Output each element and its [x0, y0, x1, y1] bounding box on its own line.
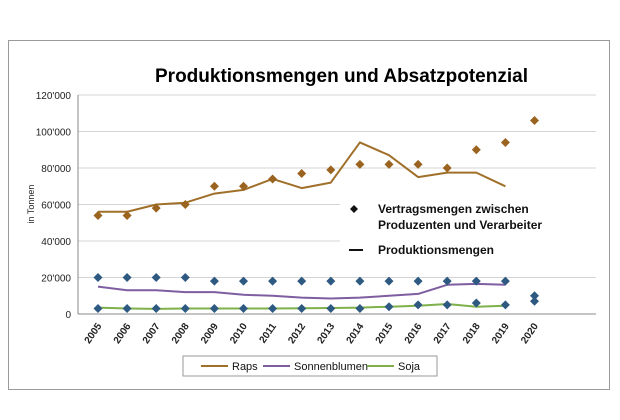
bottom-legend: Raps Sonnenblumen Soja — [182, 355, 438, 377]
contract-marker-sonnenblumen — [413, 276, 423, 286]
x-tick-label: 2019 — [490, 321, 512, 346]
contract-marker-raps — [297, 168, 307, 178]
contract-marker-raps — [93, 210, 103, 220]
contract-marker-soja — [355, 304, 365, 314]
legend-production-label: Produktionsmengen — [378, 243, 494, 257]
contract-marker-sonnenblumen — [122, 273, 132, 282]
chart-title: Produktionsmengen und Absatzpotenzial — [155, 66, 528, 87]
x-tick-label: 2016 — [403, 321, 425, 346]
legend-soja-label: Soja — [398, 361, 421, 373]
contract-marker-soja — [151, 304, 161, 314]
diamond-marker-icon — [350, 205, 358, 213]
y-tick-label: 0 — [65, 310, 71, 321]
contract-marker-soja — [209, 304, 219, 314]
contract-marker-raps — [151, 203, 161, 213]
contract-marker-soja — [93, 304, 103, 314]
y-tick-label: 40'000 — [41, 237, 71, 248]
contract-marker-sonnenblumen — [442, 276, 452, 286]
contract-marker-raps — [355, 159, 365, 169]
contract-marker-soja — [268, 304, 278, 314]
contract-marker-sonnenblumen — [471, 276, 481, 286]
x-tick-label: 2012 — [286, 321, 308, 346]
contract-marker-soja — [239, 304, 248, 314]
x-tick-label: 2015 — [374, 321, 396, 346]
contract-marker-sonnenblumen — [209, 276, 219, 286]
contract-marker-raps — [209, 181, 219, 191]
contract-marker-sonnenblumen — [239, 276, 248, 286]
contract-marker-raps — [413, 159, 423, 169]
x-tick-label: 2007 — [141, 321, 163, 346]
y-tick-label: 60'000 — [41, 201, 71, 212]
contract-marker-raps — [530, 116, 539, 126]
contract-marker-soja — [384, 302, 394, 312]
production-line-sonnenblumen — [97, 282, 506, 300]
contract-marker-sonnenblumen — [180, 273, 190, 282]
contract-marker-soja — [471, 298, 481, 308]
contract-marker-raps — [500, 137, 510, 147]
contract-marker-soja — [326, 304, 336, 314]
y-axis-ticks: 0 20'000 40'000 60'000 80'000 100'000 120'000 — [36, 91, 72, 321]
legend-raps-label: Raps — [232, 361, 258, 373]
contract-marker-sonnenblumen — [326, 276, 336, 286]
contract-marker-raps — [442, 163, 452, 173]
contract-marker-soja — [500, 300, 510, 310]
contract-marker-soja — [530, 296, 539, 306]
x-tick-label: 2020 — [519, 321, 541, 346]
contract-marker-soja — [442, 300, 452, 310]
contract-marker-soja — [413, 300, 423, 310]
contract-marker-soja — [122, 304, 132, 314]
inset-legend: Vertragsmengen zwischen Produzenten und … — [340, 198, 606, 266]
y-tick-label: 120'000 — [36, 91, 72, 102]
contract-marker-raps — [268, 174, 278, 184]
axes — [77, 95, 596, 315]
contract-marker-raps — [180, 200, 190, 209]
legend-contract-label-line1: Vertragsmengen zwischen — [378, 202, 529, 216]
y-tick-label: 20'000 — [41, 274, 71, 285]
legend-contract-label-line2: Produzenten und Verarbeiter — [378, 218, 542, 232]
contract-marker-soja — [180, 304, 190, 314]
x-tick-label: 2006 — [112, 321, 134, 346]
contract-marker-sonnenblumen — [530, 291, 539, 301]
contract-marker-sonnenblumen — [151, 273, 161, 282]
y-axis-label: in Tonnen — [26, 185, 36, 224]
x-tick-label: 2017 — [432, 321, 454, 346]
x-tick-label: 2008 — [170, 321, 192, 346]
contract-marker-sonnenblumen — [355, 276, 365, 286]
contract-marker-sonnenblumen — [268, 276, 278, 286]
contract-marker-raps — [384, 159, 394, 169]
x-tick-label: 2005 — [83, 321, 105, 346]
contract-marker-sonnenblumen — [93, 273, 103, 282]
contract-marker-raps — [239, 181, 248, 191]
inset-legend-box — [340, 198, 606, 266]
x-tick-label: 2013 — [315, 321, 337, 346]
contract-marker-sonnenblumen — [500, 276, 510, 286]
x-axis-ticks: 2005 2006 2007 2008 2009 2010 2011 2012 2013 2014… — [83, 321, 542, 346]
contract-marker-soja — [297, 304, 307, 314]
contract-marker-raps — [122, 210, 132, 220]
contract-marker-sonnenblumen — [384, 276, 394, 286]
x-tick-label: 2011 — [258, 321, 280, 345]
contract-marker-raps — [471, 145, 481, 155]
y-tick-label: 100'000 — [36, 128, 72, 139]
production-line-raps — [98, 141, 506, 213]
x-tick-label: 2018 — [461, 321, 483, 346]
x-tick-label: 2010 — [228, 321, 250, 346]
contract-markers — [93, 116, 539, 314]
x-tick-label: 2014 — [345, 321, 367, 346]
x-tick-label: 2009 — [199, 321, 221, 346]
legend-sonnenblumen-label: Sonnenblumen — [294, 361, 368, 373]
chart-frame — [8, 40, 610, 390]
y-tick-label: 80'000 — [41, 164, 71, 175]
bottom-legend-box — [182, 355, 438, 377]
contract-marker-raps — [326, 165, 336, 175]
contract-marker-sonnenblumen — [297, 276, 307, 286]
